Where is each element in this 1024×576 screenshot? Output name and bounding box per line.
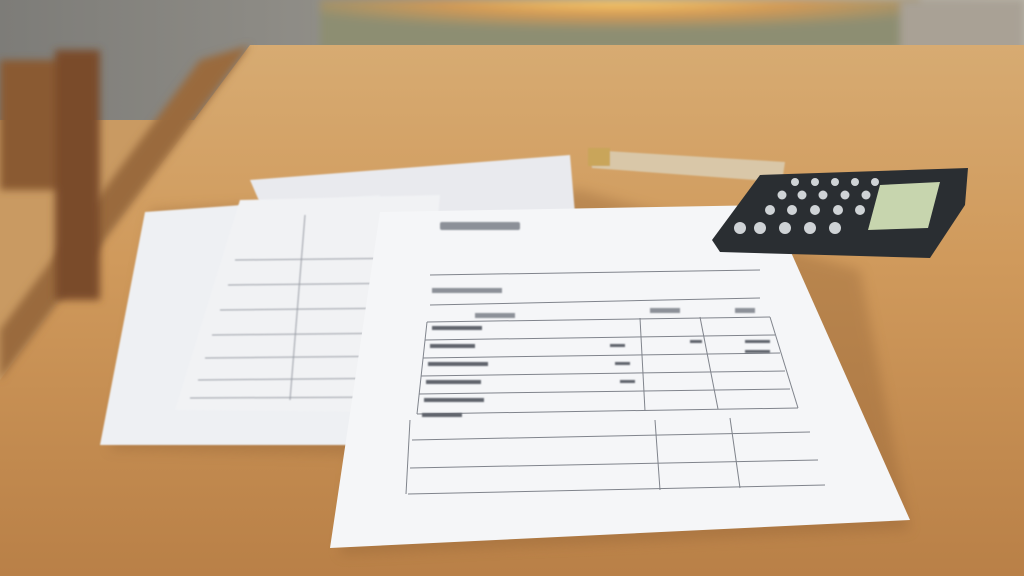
pen (588, 148, 785, 182)
calculator (712, 168, 968, 258)
paper-front-row-text (422, 326, 770, 417)
chair (0, 50, 100, 300)
calculator-display (868, 182, 940, 230)
window (320, 0, 920, 50)
paper-front-table-lines (405, 269, 826, 495)
paper-front-heading (432, 222, 755, 318)
calculator-keys (734, 178, 879, 234)
